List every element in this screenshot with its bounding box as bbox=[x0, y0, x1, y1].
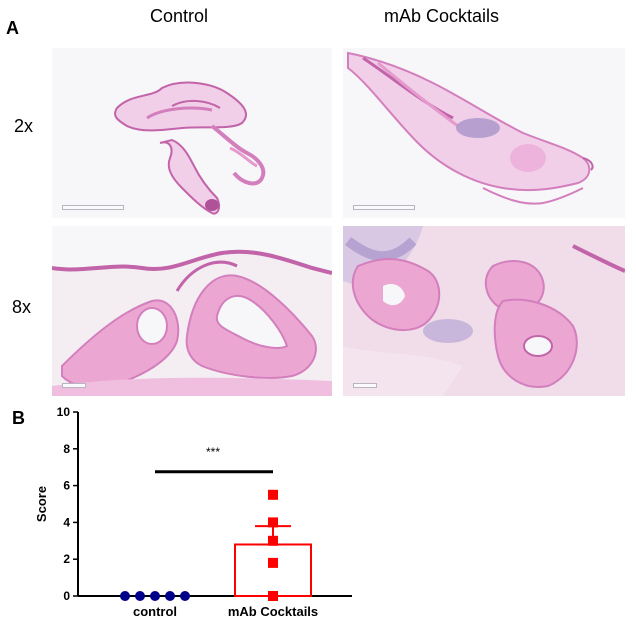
score-bar-chart: 0 2 4 6 8 10 Score control mAb Cocktails *** bbox=[34, 405, 352, 619]
data-point-control bbox=[135, 591, 145, 601]
significance-label: *** bbox=[206, 445, 220, 459]
histology-mab-cocktails-2x bbox=[343, 48, 625, 218]
bar-mab-cocktails bbox=[234, 543, 312, 597]
data-point-control bbox=[180, 591, 190, 601]
data-point-mab-cocktails bbox=[268, 557, 278, 568]
data-point-mab-cocktails bbox=[268, 591, 278, 601]
column-header-control: Control bbox=[150, 6, 209, 26]
y-tick-label: 2 bbox=[63, 552, 70, 566]
y-tick-label: 6 bbox=[63, 479, 70, 493]
scale-bar bbox=[62, 205, 124, 210]
data-point-control bbox=[120, 591, 130, 601]
panel-a-label: A bbox=[6, 18, 19, 38]
y-axis-label: Score bbox=[34, 486, 49, 522]
histology-mab-cocktails-8x bbox=[343, 226, 625, 396]
x-tick-label: mAb Cocktails bbox=[228, 604, 318, 619]
histology-control-8x bbox=[52, 226, 332, 396]
column-header-mab-cocktails: mAb Cocktails bbox=[384, 6, 500, 26]
x-tick-label: control bbox=[133, 604, 177, 619]
y-tick-label: 0 bbox=[63, 589, 70, 603]
y-tick-label: 10 bbox=[57, 405, 71, 419]
scale-bar bbox=[353, 383, 377, 388]
histology-control-2x bbox=[52, 48, 332, 218]
row-header-2x: 2x bbox=[14, 116, 34, 136]
data-point-control bbox=[150, 591, 160, 601]
panel-b-label: B bbox=[12, 408, 25, 428]
y-tick-label: 4 bbox=[63, 515, 70, 529]
data-point-mab-cocktails bbox=[268, 489, 278, 500]
data-point-mab-cocktails bbox=[268, 517, 278, 528]
data-point-control bbox=[165, 591, 175, 601]
data-point-mab-cocktails bbox=[268, 535, 278, 546]
scale-bar bbox=[62, 383, 86, 388]
y-tick-label: 8 bbox=[63, 442, 70, 456]
scale-bar bbox=[353, 205, 415, 210]
row-header-8x: 8x bbox=[12, 297, 32, 317]
